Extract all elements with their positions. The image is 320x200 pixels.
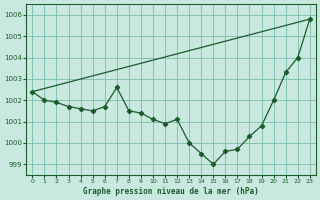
X-axis label: Graphe pression niveau de la mer (hPa): Graphe pression niveau de la mer (hPa) xyxy=(83,187,259,196)
